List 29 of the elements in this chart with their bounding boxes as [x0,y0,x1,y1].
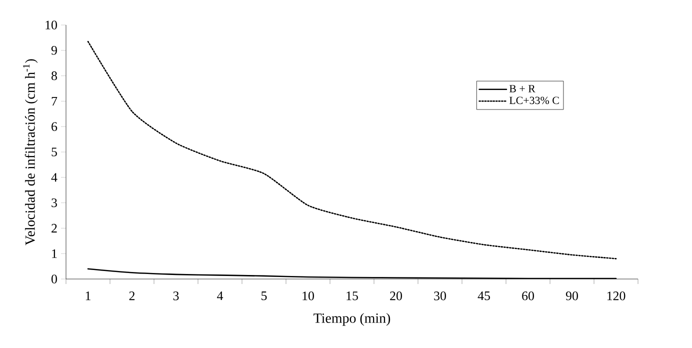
y-tick-label: 2 [52,224,57,232]
y-tick-label: 0 [52,274,57,284]
x-tick-label: 15 [346,292,358,300]
x-tick-label: 1 [86,292,90,300]
y-tick-label: 3 [52,198,57,208]
y-tick-label: 5 [52,148,57,156]
x-tick-label: 120 [607,292,626,300]
x-tick-label: 60 [522,292,534,300]
legend-label: LC+33% C [509,96,559,104]
x-tick-label: 45 [478,292,490,300]
line-series [87,40,617,260]
y-tick-label: 8 [52,71,57,80]
x-axis-title: Tiempo (min) [314,313,390,326]
x-tick-label: 90 [566,292,578,300]
legend-label: B + R [509,85,536,92]
x-tick-label: 30 [434,292,446,300]
x-tick-label: 20 [390,292,402,300]
y-tick-label: 9 [51,46,57,55]
x-tick-label: 2 [129,292,135,300]
x-tick-label: 5 [262,292,267,300]
x-tick-label: 4 [217,292,224,300]
y-tick-label: 6 [52,122,58,131]
x-tick-label: 10 [302,292,314,300]
y-tick-label: 7 [52,96,58,106]
y-tick-label: 4 [51,173,58,182]
y-tick-label: 1 [52,249,57,258]
y-axis-title: Velocidad de infiltración (cm h$^{-1}$) [23,59,38,246]
x-tick-label: 3 [173,292,179,300]
y-tick-label: 10 [46,20,57,30]
